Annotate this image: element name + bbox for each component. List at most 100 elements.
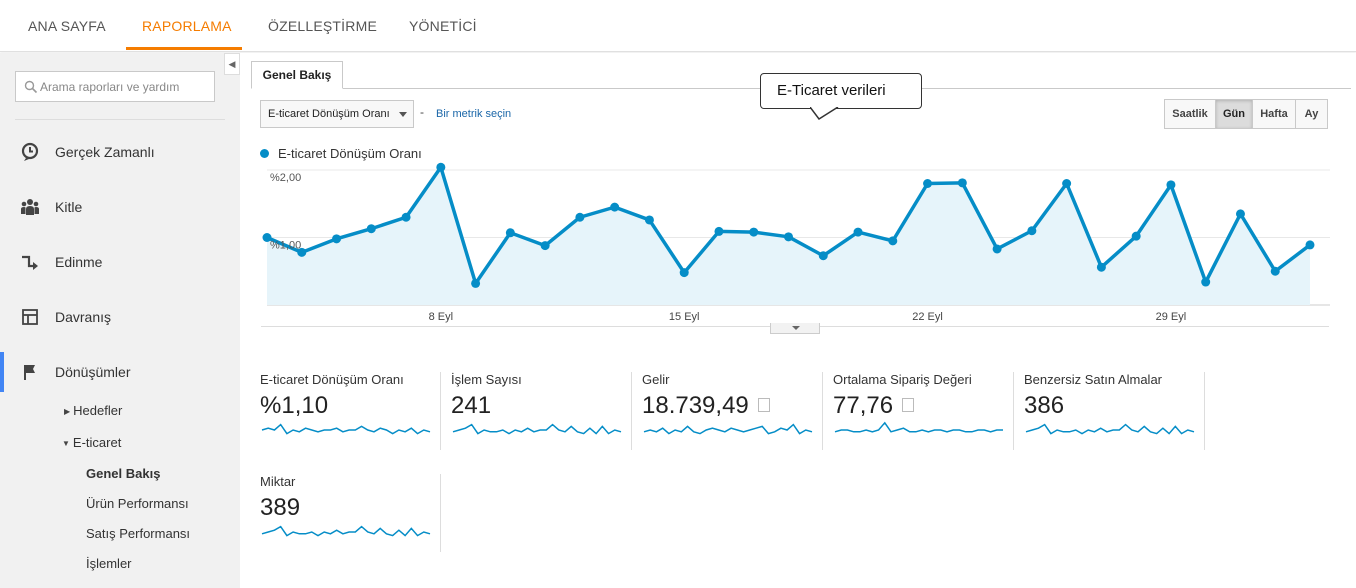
data-point[interactable] [1235,209,1245,219]
flag-icon [24,365,35,380]
data-point[interactable] [540,241,550,251]
y-tick-label: %1,00 [270,240,301,252]
metric-separator: - [420,105,424,119]
sidebar-item-acquisition[interactable]: Edinme [0,242,240,282]
tab-home[interactable]: ANA SAYFA [28,18,106,34]
data-point[interactable] [644,215,654,225]
metric-select[interactable]: E-ticaret Dönüşüm Oranı [260,100,414,128]
tab-customization[interactable]: ÖZELLEŞTİRME [268,18,377,34]
kpi-value: 389 [260,494,301,521]
sidebar-item-label: Gerçek Zamanlı [55,144,155,160]
legend-dot [260,149,269,158]
kpi-unique-purchases[interactable]: Benzersiz Satın Almalar 386 [1024,372,1214,452]
kpi-sparkline [834,421,1003,433]
kpi-average-order-value[interactable]: Ortalama Sipariş Değeri 77,76 [833,372,1023,452]
data-point[interactable] [471,278,481,288]
sidebar-subitem-goals[interactable]: ▶ Hedefler [64,403,123,418]
data-point[interactable] [297,247,307,257]
sparkline-path [261,423,431,435]
clock-icon [21,142,39,161]
legend-label: E-ticaret Dönüşüm Oranı [278,146,422,161]
data-point[interactable] [1270,266,1280,276]
data-point[interactable] [610,202,620,212]
active-tab-indicator [126,47,242,50]
data-point[interactable] [436,162,446,172]
chevron-down-icon [399,112,407,117]
period-day-button[interactable]: Gün [1215,99,1253,129]
data-point[interactable] [1201,277,1211,287]
data-point[interactable] [784,232,793,242]
kpi-divider [440,372,441,450]
top-navigation: ANA SAYFA RAPORLAMA ÖZELLEŞTİRME YÖNETİC… [0,0,1356,52]
tab-overview[interactable]: Genel Bakış [251,61,343,89]
sparkline-path [452,423,622,435]
series-area [267,167,1310,305]
data-point[interactable] [1131,231,1141,241]
data-point[interactable] [749,227,759,237]
kpi-value: 241 [451,392,492,419]
period-month-button[interactable]: Ay [1295,99,1328,129]
tab-admin[interactable]: YÖNETİCİ [409,18,477,34]
sidebar-item-audience[interactable]: Kitle [0,187,240,227]
data-point[interactable] [262,233,272,242]
data-point[interactable] [1166,180,1176,190]
data-point[interactable] [401,212,411,222]
period-toggle: Saatlik Gün Hafta Ay [1164,99,1328,129]
sidebar-subitem-ecommerce[interactable]: ▼ E-ticaret [62,435,122,450]
layout-icon [22,309,38,325]
kpi-revenue[interactable]: Gelir 18.739,49 [642,372,832,452]
kpi-label: Miktar [260,474,296,489]
sparkline-path [834,421,1003,433]
data-point[interactable] [888,236,898,246]
data-point[interactable] [818,251,828,261]
data-point[interactable] [992,244,1002,254]
data-point[interactable] [332,234,342,244]
sidebar-subitem-product-performance[interactable]: Ürün Performansı [86,496,189,511]
search-icon [24,80,38,94]
data-point[interactable] [679,268,689,278]
data-point[interactable] [505,228,515,238]
main-content [240,53,1356,588]
kpi-transactions[interactable]: İşlem Sayısı 241 [451,372,641,452]
chart-legend: E-ticaret Dönüşüm Oranı [260,146,422,161]
sidebar-item-realtime[interactable]: Gerçek Zamanlı [0,132,240,172]
tab-reporting[interactable]: RAPORLAMA [142,18,232,34]
choose-metric-link[interactable]: Bir metrik seçin [436,108,512,120]
data-point[interactable] [1062,179,1072,188]
data-point[interactable] [957,178,967,188]
sidebar-subitem-transactions[interactable]: İşlemler [86,556,132,571]
x-tick-label: 8 Eyl [429,311,453,323]
search-input[interactable] [40,77,210,97]
people-icon [21,199,39,215]
data-point[interactable] [1027,226,1037,236]
acquisition-arrows-icon [22,255,38,270]
sidebar-item-conversions[interactable]: Dönüşümler [0,352,240,392]
sparkline-path [1025,423,1195,435]
line-chart: %1,00 %2,00 8 Eyl 15 Eyl 22 Eyl 29 Eyl [262,162,1330,323]
kpi-ecommerce-conversion-rate[interactable]: E-ticaret Dönüşüm Oranı %1,10 [260,372,450,452]
data-point[interactable] [575,212,585,222]
period-hourly-button[interactable]: Saatlik [1164,99,1216,129]
collapse-sidebar-button[interactable]: ◀ [224,53,240,75]
kpi-sparkline [452,423,622,435]
data-point[interactable] [366,224,376,234]
kpi-divider [440,474,441,552]
data-point[interactable] [714,226,724,236]
kpi-label: E-ticaret Dönüşüm Oranı [260,372,404,387]
search-box[interactable] [15,71,215,102]
y-tick-label: %2,00 [270,172,301,184]
data-point[interactable] [1305,240,1315,250]
chart-expand-handle[interactable] [770,323,820,334]
sidebar-subitem-overview[interactable]: Genel Bakış [86,466,161,481]
data-point[interactable] [923,179,933,188]
kpi-divider [1013,372,1014,450]
data-point[interactable] [1096,262,1106,272]
kpi-value: 386 [1024,392,1065,419]
sidebar-item-behavior[interactable]: Davranış [0,297,240,337]
data-point[interactable] [853,227,863,237]
kpi-value: %1,10 [260,392,329,419]
kpi-quantity[interactable]: Miktar 389 [260,474,450,554]
sidebar-subitem-sales-performance[interactable]: Satış Performansı [86,526,191,541]
kpi-label: Ortalama Sipariş Değeri [833,372,972,387]
period-week-button[interactable]: Hafta [1252,99,1296,129]
